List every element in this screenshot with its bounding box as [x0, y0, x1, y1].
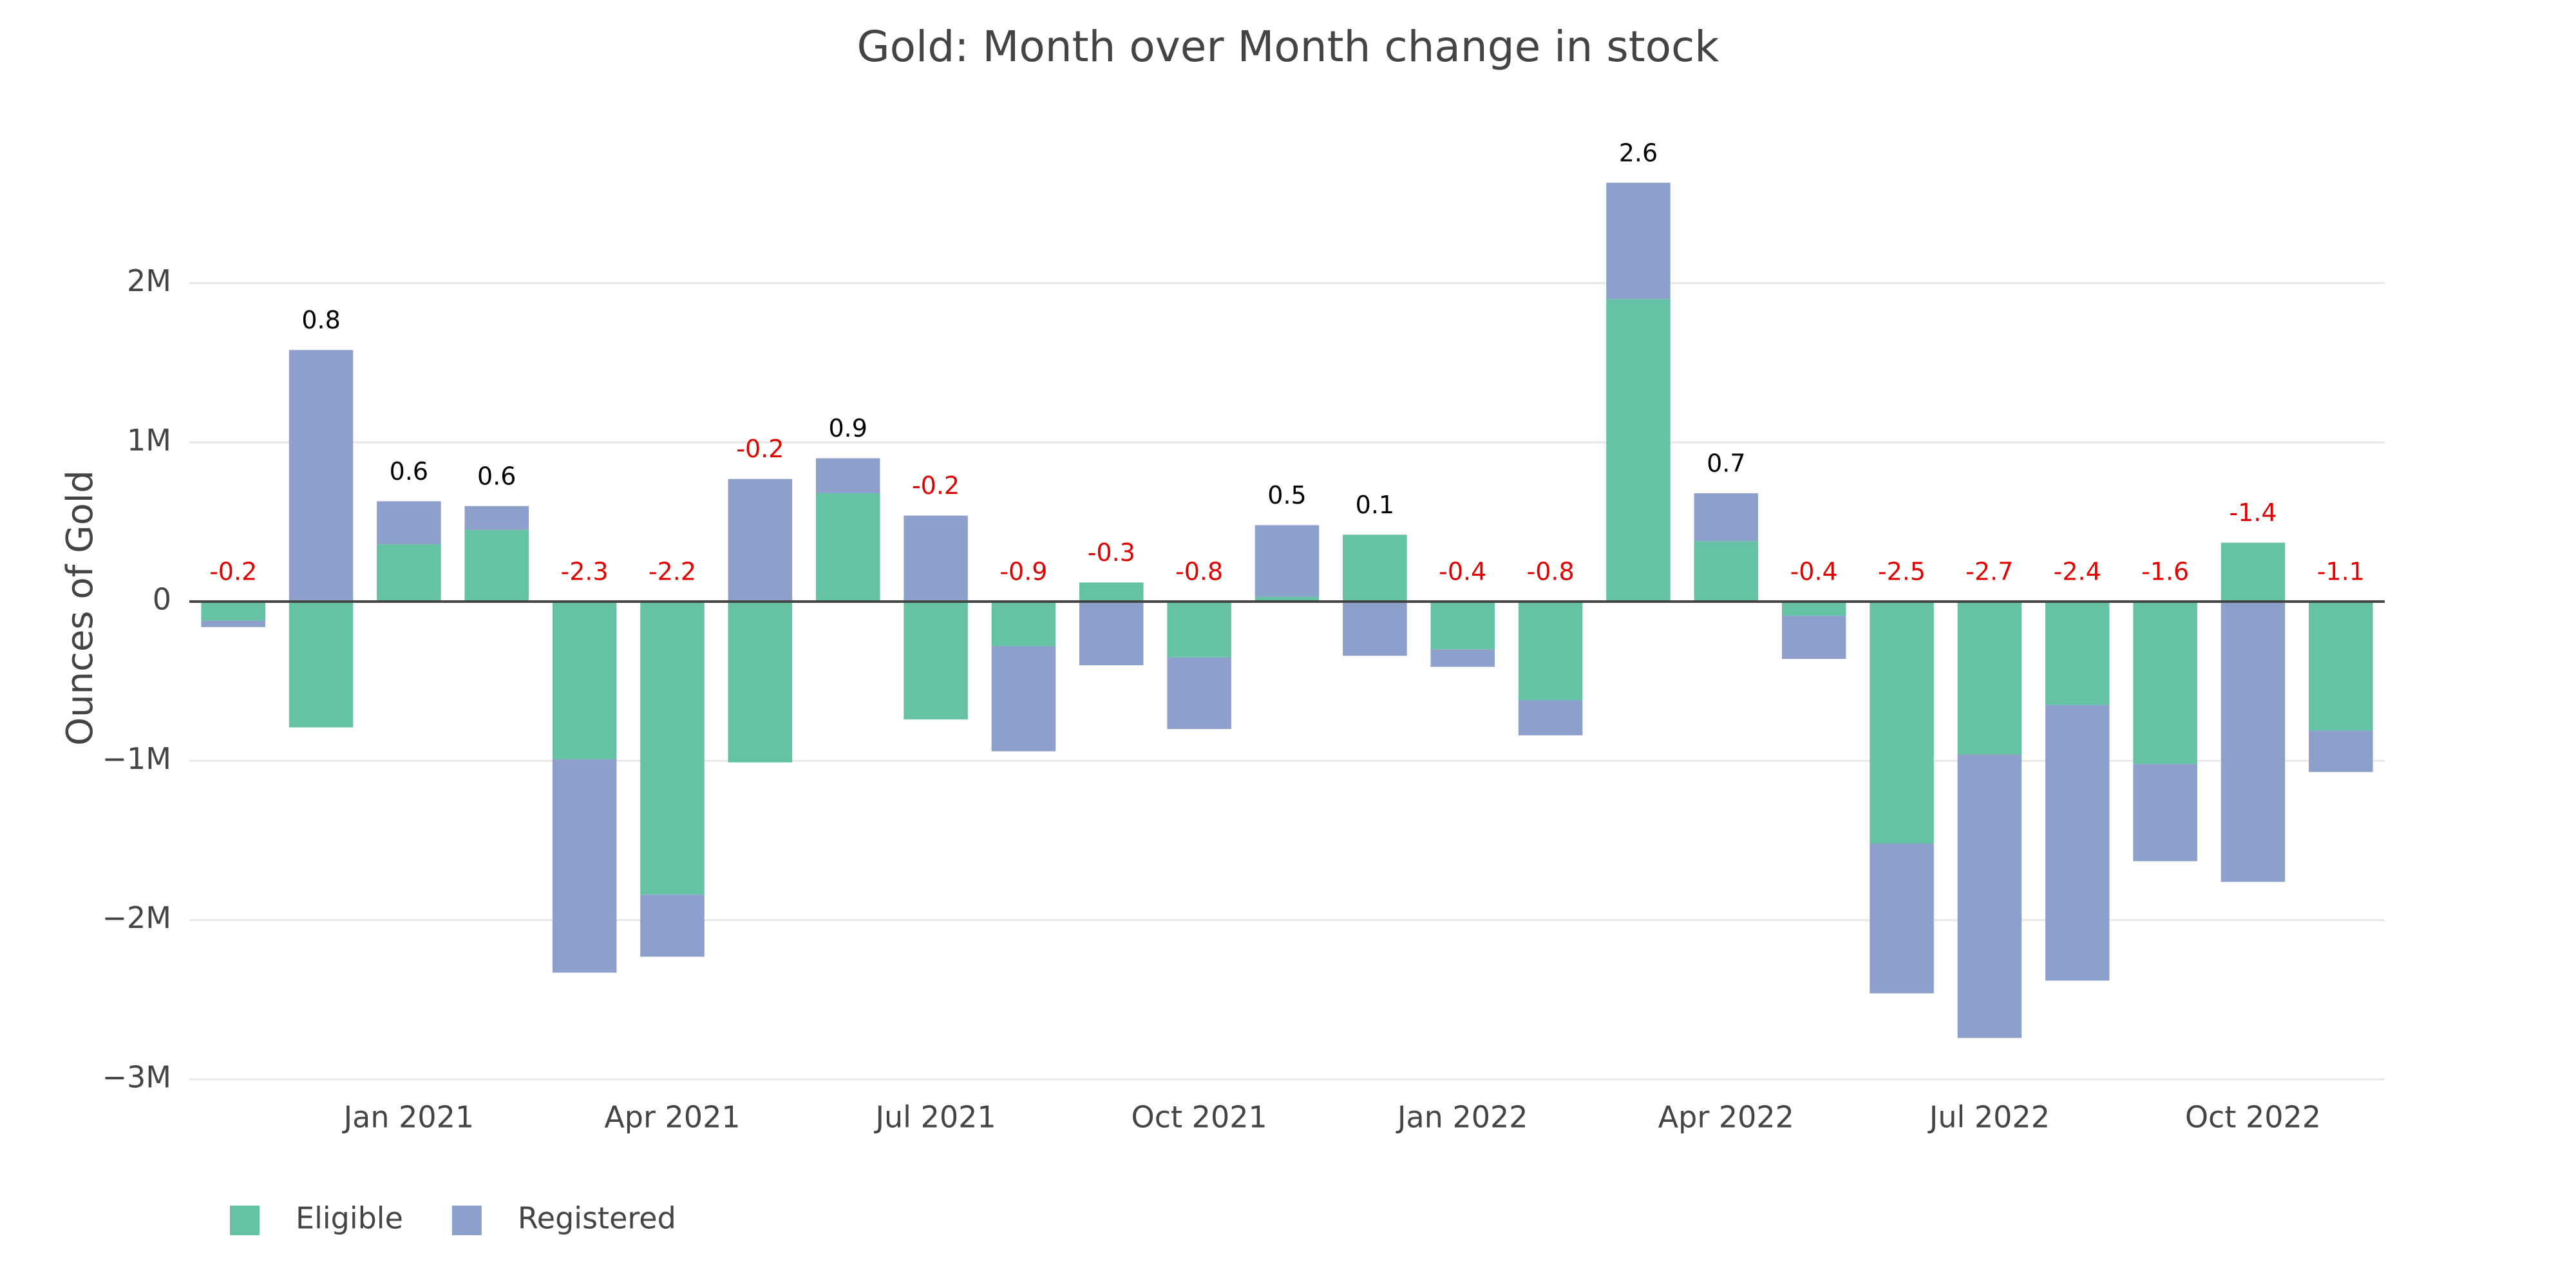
bar-segment — [904, 515, 968, 602]
y-tick-label: 0 — [153, 582, 171, 617]
total-label: -2.5 — [1878, 558, 1926, 586]
bar-segment — [1781, 601, 1846, 616]
y-tick-label: −2M — [102, 900, 172, 935]
total-label: 0.6 — [477, 462, 516, 490]
x-tick-label: Oct 2021 — [1132, 1100, 1267, 1135]
bar-segment — [1518, 700, 1583, 735]
x-tick-label: Jul 2021 — [873, 1100, 996, 1135]
legend-label[interactable]: Registered — [518, 1201, 676, 1236]
bar-segment — [1343, 535, 1407, 602]
bar-segment — [815, 458, 880, 493]
chart-title: Gold: Month over Month change in stock — [857, 22, 1720, 71]
bar-segment — [1694, 493, 1759, 542]
total-label: 2.6 — [1619, 138, 1658, 167]
bar-segment — [377, 501, 441, 545]
bar-segment — [289, 350, 354, 602]
bar-segment — [640, 895, 705, 957]
total-label: -0.3 — [1088, 538, 1135, 567]
total-label: -0.8 — [1527, 558, 1575, 586]
bar-segment — [1079, 601, 1144, 666]
bar-segment — [2309, 730, 2373, 772]
bar-segment — [1255, 525, 1320, 597]
y-axis-title: Ounces of Gold — [59, 470, 101, 746]
x-tick-label: Apr 2022 — [1658, 1100, 1794, 1135]
bar-segment — [2221, 601, 2286, 882]
y-tick-label: −3M — [102, 1060, 172, 1095]
total-label: -0.8 — [1175, 558, 1223, 586]
bar-segment — [1343, 601, 1407, 656]
bar-segment — [2133, 601, 2197, 764]
y-tick-label: 1M — [127, 422, 171, 457]
total-label: 0.9 — [828, 414, 867, 442]
bar-segment — [552, 759, 617, 973]
x-tick-label: Apr 2021 — [604, 1100, 740, 1135]
bar-segment — [1167, 657, 1231, 729]
bar-segment — [1870, 844, 1934, 994]
bar-segment — [2309, 601, 2373, 731]
legend-swatch[interactable] — [451, 1206, 482, 1235]
bar-segment — [728, 601, 793, 762]
bar-segment — [728, 478, 793, 602]
bar-segment — [1255, 596, 1320, 602]
total-label: -2.2 — [649, 558, 696, 586]
total-label: 0.5 — [1267, 481, 1306, 509]
bar-segment — [1694, 541, 1759, 602]
bar-segment — [2221, 542, 2286, 602]
bar-segment — [1957, 754, 2022, 1038]
bar-segment — [991, 601, 1056, 647]
legend-label[interactable]: Eligible — [296, 1201, 403, 1236]
bar-segment — [1167, 601, 1231, 658]
bar-segment — [815, 493, 880, 602]
bar-segment — [464, 529, 529, 602]
total-label: -2.7 — [1965, 558, 2013, 586]
legend-swatch[interactable] — [230, 1206, 260, 1235]
bar-segment — [1079, 582, 1144, 602]
bar-segment — [1430, 601, 1495, 650]
total-label: -2.4 — [2054, 558, 2101, 586]
total-label: 0.8 — [301, 306, 340, 334]
total-label: -0.2 — [912, 471, 960, 500]
bar-segment — [2133, 764, 2197, 862]
total-label: -0.4 — [1790, 558, 1838, 586]
bar-segment — [1518, 601, 1583, 701]
total-label: -1.1 — [2317, 558, 2365, 586]
bar-segment — [2045, 601, 2110, 705]
bar-segment — [552, 601, 617, 759]
total-label: 0.7 — [1707, 449, 1745, 477]
bar-segment — [1430, 649, 1495, 667]
x-tick-label: Oct 2022 — [2185, 1100, 2321, 1135]
total-label: -1.4 — [2229, 498, 2277, 527]
total-label: -0.2 — [209, 558, 257, 586]
bar-segment — [1781, 616, 1846, 659]
bar-segment — [464, 506, 529, 530]
total-label: 0.6 — [390, 457, 428, 486]
y-tick-label: −1M — [102, 741, 172, 776]
total-label: -0.2 — [736, 435, 784, 463]
bar-segment — [1606, 182, 1671, 299]
total-label: 0.1 — [1356, 491, 1394, 519]
bar-segment — [201, 601, 265, 621]
bar-segment — [991, 646, 1056, 752]
y-tick-label: 2M — [127, 263, 171, 298]
x-tick-label: Jul 2022 — [1927, 1100, 2050, 1135]
bar-segment — [1957, 601, 2022, 755]
total-label: -0.9 — [999, 558, 1047, 586]
total-label: -0.4 — [1439, 558, 1486, 586]
bar-segment — [2045, 705, 2110, 981]
bar-segment — [1606, 299, 1671, 602]
bar-segment — [377, 544, 441, 602]
bar-segment — [1870, 601, 1934, 844]
total-label: -1.6 — [2141, 558, 2189, 586]
bar-segment — [289, 601, 354, 728]
bar-segment — [201, 620, 265, 627]
x-tick-label: Jan 2021 — [342, 1100, 475, 1135]
total-label: -2.3 — [561, 558, 609, 586]
x-tick-label: Jan 2022 — [1396, 1100, 1528, 1135]
bar-segment — [904, 601, 968, 720]
bar-segment — [640, 601, 705, 895]
